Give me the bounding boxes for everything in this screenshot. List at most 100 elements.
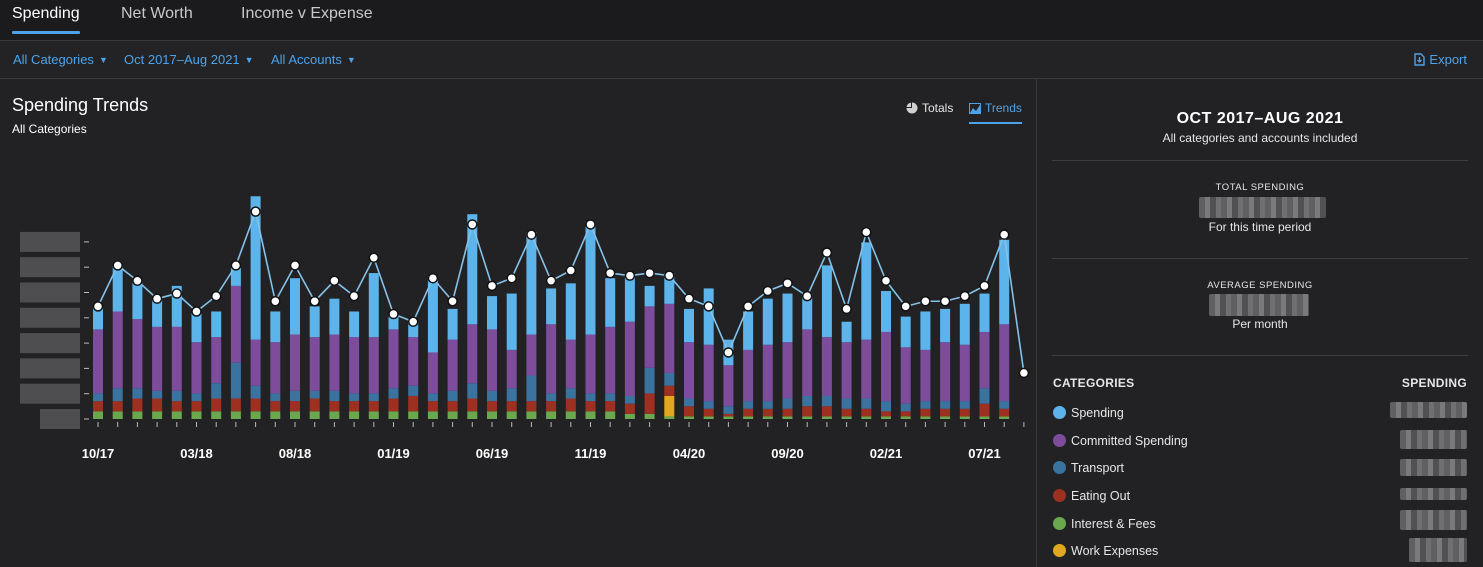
total-point: [447, 295, 458, 307]
bar-eating-out: [664, 385, 675, 396]
bar-committed-spending: [546, 324, 557, 394]
bar-spending: [743, 311, 754, 350]
bar-spending: [309, 306, 320, 338]
bar-interest-fees: [329, 411, 340, 419]
total-point: [920, 295, 931, 307]
bar-committed-spending: [920, 349, 931, 402]
total-point: [407, 316, 419, 327]
bar-committed-spending: [349, 337, 360, 394]
bar-committed-spending: [388, 329, 399, 389]
category-row-interest-fees[interactable]: Interest & Fees: [1053, 517, 1156, 531]
trends-view-button[interactable]: Trends: [969, 101, 1022, 124]
bar-interest-fees: [270, 411, 281, 419]
category-row-eating-out[interactable]: Eating Out: [1053, 489, 1130, 503]
category-row-committed-spending[interactable]: Committed Spending: [1053, 434, 1188, 448]
x-tick-label: 01/19: [377, 446, 410, 461]
category-filter-dropdown[interactable]: All Categories ▼: [13, 52, 108, 67]
bar-committed-spending: [408, 337, 419, 386]
total-point: [230, 260, 242, 271]
bar-transport: [211, 383, 222, 399]
legend-dot: [1053, 517, 1066, 530]
bar-eating-out: [191, 401, 202, 412]
y-tick-label-redacted: [20, 358, 80, 379]
totals-view-button[interactable]: Totals: [906, 101, 953, 115]
account-filter-dropdown[interactable]: All Accounts ▼: [271, 52, 356, 67]
tab-spending[interactable]: Spending: [12, 5, 80, 34]
bar-spending: [900, 316, 911, 348]
bar-eating-out: [270, 401, 281, 412]
bar-committed-spending: [270, 342, 281, 394]
bar-eating-out: [93, 401, 103, 412]
bar-eating-out: [506, 401, 517, 412]
filter-bar: All Categories ▼ Oct 2017–Aug 2021 ▼ All A…: [0, 41, 1483, 79]
bar-eating-out: [703, 408, 714, 417]
total-point: [723, 347, 734, 358]
bar-eating-out: [250, 398, 261, 412]
bar-spending: [802, 293, 813, 330]
bar-interest-fees: [487, 411, 497, 419]
bar-spending: [290, 278, 300, 335]
period-filter-dropdown[interactable]: Oct 2017–Aug 2021 ▼: [124, 52, 254, 67]
bar-work-expenses: [664, 395, 675, 417]
total-point: [703, 301, 714, 312]
bar-eating-out: [900, 411, 911, 417]
bar-interest-fees: [743, 416, 754, 419]
bar-eating-out: [585, 401, 596, 412]
category-row-transport[interactable]: Transport: [1053, 461, 1124, 475]
x-tick-label: 07/21: [968, 446, 1001, 461]
total-point: [683, 293, 695, 304]
legend-dot: [1053, 544, 1066, 557]
bar-committed-spending: [861, 339, 872, 399]
bar-eating-out: [526, 401, 537, 412]
bar-eating-out: [959, 408, 970, 417]
bar-interest-fees: [644, 413, 655, 419]
tab-income-v-expense[interactable]: Income v Expense: [241, 5, 373, 22]
bar-interest-fees: [368, 411, 379, 419]
bar-interest-fees: [979, 416, 990, 419]
bar-interest-fees: [447, 411, 458, 419]
bar-spending: [211, 311, 222, 338]
bar-transport: [881, 401, 891, 412]
panel-divider: [1036, 79, 1037, 567]
bar-transport: [191, 393, 202, 402]
bar-transport: [309, 390, 320, 399]
bar-interest-fees: [93, 411, 103, 419]
bar-transport: [408, 385, 419, 396]
bar-eating-out: [861, 408, 872, 417]
bar-spending: [841, 321, 852, 343]
bar-transport: [467, 383, 478, 399]
bar-interest-fees: [664, 416, 675, 419]
bar-transport: [290, 390, 300, 402]
bar-spending: [624, 275, 635, 322]
bar-interest-fees: [723, 416, 734, 419]
bar-interest-fees: [684, 416, 694, 419]
x-tick-label: 06/19: [476, 446, 509, 461]
bar-transport: [743, 401, 754, 409]
bar-interest-fees: [230, 411, 241, 419]
total-point: [959, 290, 971, 302]
total-point: [841, 303, 852, 315]
total-point: [486, 280, 498, 292]
bar-committed-spending: [211, 337, 222, 384]
bar-committed-spending: [703, 344, 714, 402]
area-chart-icon: [969, 103, 981, 114]
bar-committed-spending: [999, 324, 1010, 402]
bar-committed-spending: [447, 339, 458, 391]
bar-committed-spending: [644, 306, 655, 368]
category-row-spending[interactable]: Spending: [1053, 406, 1124, 420]
bar-transport: [112, 388, 123, 402]
category-label: Transport: [1071, 461, 1125, 475]
bar-interest-fees: [467, 411, 478, 419]
export-button[interactable]: Export: [1414, 52, 1467, 67]
category-row-work-expenses[interactable]: Work Expenses: [1053, 544, 1158, 558]
bar-spending: [959, 303, 970, 345]
totals-label: Totals: [922, 101, 954, 115]
tab-net-worth[interactable]: Net Worth: [121, 5, 193, 22]
bar-eating-out: [644, 393, 655, 414]
bar-committed-spending: [900, 347, 911, 404]
bar-spending: [684, 308, 694, 343]
bar-committed-spending: [743, 349, 754, 402]
average-spending-label: AVERAGE SPENDING: [1207, 280, 1313, 291]
bar-eating-out: [565, 398, 576, 412]
category-value-redacted: [1400, 510, 1467, 530]
